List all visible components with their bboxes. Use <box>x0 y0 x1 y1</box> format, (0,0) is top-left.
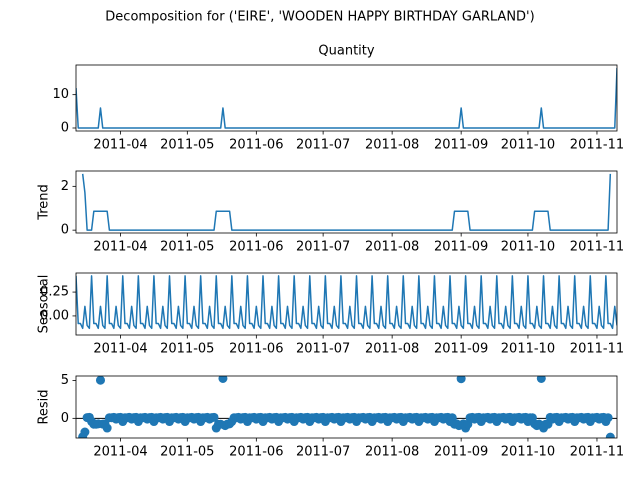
x-tick-label: 2011-11 <box>570 240 624 255</box>
x-tick-label: 2011-09 <box>434 445 488 460</box>
x-tick-label: 2011-09 <box>434 138 488 153</box>
x-tick-label: 2011-11 <box>570 138 624 153</box>
x-tick-label: 2011-09 <box>434 342 488 357</box>
y-tick-label: 0 <box>61 223 69 238</box>
y-tick-label: 0.00 <box>40 308 69 323</box>
y-axis-label: Resid <box>37 389 52 424</box>
y-axis-label: Trend <box>37 184 52 221</box>
x-tick-label: 2011-09 <box>434 240 488 255</box>
axes-frame <box>75 64 618 132</box>
line <box>76 275 617 330</box>
axes-frame <box>75 272 618 336</box>
y-tick-label: 5 <box>61 373 69 388</box>
y-tick-label: 0 <box>61 411 69 426</box>
x-tick-label: 2011-05 <box>160 342 214 357</box>
x-tick-label: 2011-08 <box>365 445 419 460</box>
x-tick-label: 2011-06 <box>229 445 283 460</box>
x-tick-label: 2011-11 <box>570 445 624 460</box>
y-tick-label: 10 <box>52 87 69 102</box>
x-tick-label: 2011-10 <box>501 342 555 357</box>
x-tick-label: 2011-08 <box>365 342 419 357</box>
x-tick-label: 2011-04 <box>93 138 147 153</box>
x-tick-label: 2011-07 <box>296 138 350 153</box>
point <box>605 432 615 438</box>
point <box>218 376 228 383</box>
point <box>209 412 219 422</box>
x-tick-label: 2011-04 <box>93 445 147 460</box>
x-tick-label: 2011-08 <box>365 240 419 255</box>
x-tick-label: 2011-07 <box>296 240 350 255</box>
x-tick-label: 2011-05 <box>160 138 214 153</box>
line <box>76 67 617 129</box>
x-tick-label: 2011-07 <box>296 445 350 460</box>
x-tick-label: 2011-10 <box>501 240 555 255</box>
x-tick-label: 2011-10 <box>501 445 555 460</box>
point <box>603 413 613 423</box>
chart-title: Decomposition for ('EIRE', 'WOODEN HAPPY… <box>105 10 534 25</box>
x-tick-label: 2011-06 <box>229 342 283 357</box>
axes-frame <box>75 170 618 234</box>
line <box>81 173 612 231</box>
y-axis-label: Seasonal <box>37 275 52 334</box>
x-tick-label: 2011-06 <box>229 240 283 255</box>
y-tick-label: 0.25 <box>40 285 69 300</box>
point <box>80 427 90 437</box>
x-tick-label: 2011-04 <box>93 240 147 255</box>
x-tick-label: 2011-05 <box>160 445 214 460</box>
x-tick-label: 2011-04 <box>93 342 147 357</box>
point <box>536 376 546 383</box>
point <box>456 376 466 384</box>
point <box>102 423 112 433</box>
x-tick-label: 2011-11 <box>570 342 624 357</box>
x-tick-label: 2011-10 <box>501 138 555 153</box>
x-tick-label: 2011-06 <box>229 138 283 153</box>
y-tick-label: 2 <box>61 179 69 194</box>
panel-title: Quantity <box>318 44 374 59</box>
x-tick-label: 2011-07 <box>296 342 350 357</box>
x-tick-label: 2011-08 <box>365 138 419 153</box>
axes-frame <box>75 375 618 439</box>
y-tick-label: 0 <box>61 121 69 136</box>
point <box>95 376 105 385</box>
x-tick-label: 2011-05 <box>160 240 214 255</box>
